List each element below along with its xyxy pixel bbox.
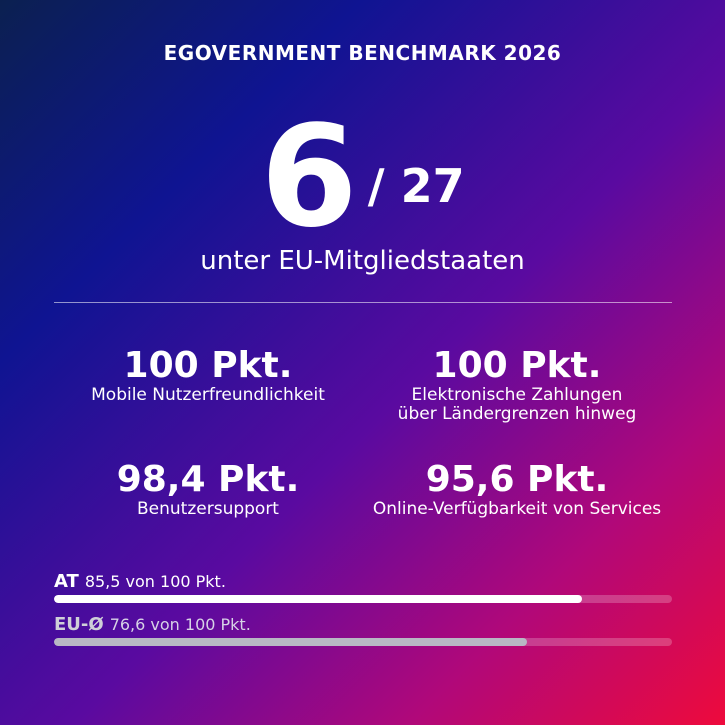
stat-user-support: 98,4 Pkt. Benutzersupport xyxy=(38,460,378,519)
stat-value: 98,4 Pkt. xyxy=(116,459,300,500)
progress-fill xyxy=(54,595,583,603)
progress-track xyxy=(54,595,672,603)
stat-online-availability: 95,6 Pkt. Online-Verfügbarkeit von Servi… xyxy=(347,460,687,519)
divider xyxy=(54,302,672,303)
stat-value: 95,6 Pkt. xyxy=(425,459,609,500)
country-code: EU-Ø xyxy=(54,614,104,635)
rank-display: 6/ 27 xyxy=(0,108,725,248)
rank-total: / 27 xyxy=(367,159,465,213)
progress-track xyxy=(54,638,672,646)
score-text: 85,5 von 100 Pkt. xyxy=(84,572,226,591)
card-title: EGOVERNMENT BENCHMARK 2026 xyxy=(163,41,562,65)
rank-position: 6 xyxy=(260,96,358,259)
score-bar-label: EU-Ø 76,6 von 100 Pkt. xyxy=(54,615,672,635)
stat-label: Mobile Nutzerfreundlichkeit xyxy=(91,385,325,405)
stat-label: Online-Verfügbarkeit von Services xyxy=(372,499,662,519)
stat-value: 100 Pkt. xyxy=(123,345,293,386)
stat-value: 100 Pkt. xyxy=(432,345,602,386)
country-code: AT xyxy=(54,571,79,592)
progress-fill xyxy=(54,638,528,646)
stat-cross-border-payments: 100 Pkt. Elektronische Zahlungen über Lä… xyxy=(347,346,687,424)
stat-label: Elektronische Zahlungen über Ländergrenz… xyxy=(397,385,637,424)
score-bar-label: AT 85,5 von 100 Pkt. xyxy=(54,572,672,592)
score-bar-eu-average: EU-Ø 76,6 von 100 Pkt. xyxy=(54,615,672,646)
stat-label: Benutzersupport xyxy=(137,499,279,519)
score-bar-at: AT 85,5 von 100 Pkt. xyxy=(54,572,672,603)
rank-subtitle: unter EU-Mitgliedstaaten xyxy=(200,246,525,276)
stat-mobile-usability: 100 Pkt. Mobile Nutzerfreundlichkeit xyxy=(38,346,378,405)
score-text: 76,6 von 100 Pkt. xyxy=(109,615,251,634)
